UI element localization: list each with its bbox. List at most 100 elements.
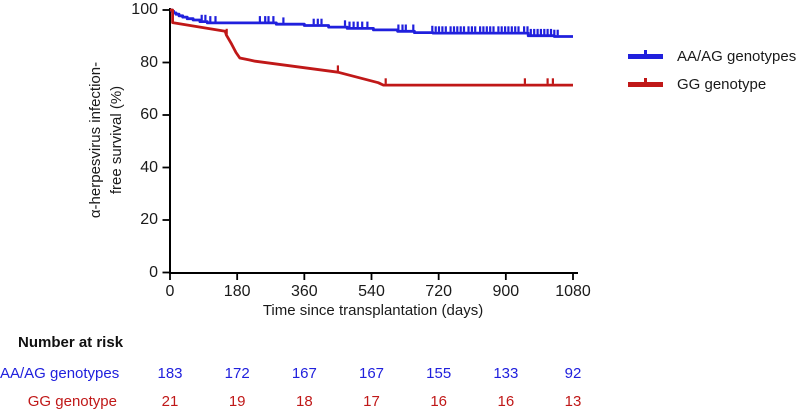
censor-tick — [361, 21, 364, 28]
censor-tick — [549, 28, 553, 35]
censor-tick — [539, 28, 542, 35]
legend-line-marker-red — [628, 77, 663, 87]
risk-table-header: Number at risk — [18, 334, 124, 351]
censor-tick — [352, 21, 355, 28]
censor-tick — [312, 18, 315, 25]
legend-item-gg: GG genotype — [628, 75, 767, 93]
censor-tick — [510, 26, 513, 32]
censor-tick — [553, 29, 556, 36]
censor-tick — [282, 17, 285, 23]
censor-tick — [356, 21, 359, 28]
censor-tick — [272, 16, 275, 22]
y-axis-title: α-herpesvirus infection- free survival (… — [85, 62, 127, 218]
censor-tick — [546, 28, 549, 35]
censor-tick — [556, 29, 559, 36]
censor-tick — [225, 28, 228, 35]
censor-tick — [504, 26, 507, 32]
censor-tick — [320, 18, 323, 25]
risk-row-label-aa-ag: AA/AG genotypes — [0, 365, 120, 382]
risk-count: 155 — [426, 365, 452, 382]
censor-tick — [529, 28, 532, 35]
censor-tick — [404, 24, 407, 31]
censor-tick — [470, 26, 473, 32]
censor-tick — [258, 16, 261, 22]
censor-tick — [441, 26, 444, 32]
censor-tick — [474, 26, 477, 32]
censor-tick — [543, 28, 546, 35]
risk-count: 16 — [497, 393, 515, 410]
risk-count: 17 — [363, 393, 380, 410]
x-tick-label: 0 — [165, 283, 175, 300]
censor-tick — [467, 26, 470, 32]
x-tick-label: 180 — [223, 283, 251, 300]
censor-tick — [507, 26, 510, 32]
censor-tick — [459, 26, 462, 32]
censor-tick — [517, 26, 520, 32]
censor-tick — [526, 26, 529, 32]
risk-count: 92 — [564, 365, 582, 382]
censor-tick — [412, 24, 415, 31]
y-axis-title-line1: α-herpesvirus infection- — [87, 61, 104, 219]
censor-tick — [209, 16, 212, 22]
risk-count: 13 — [564, 393, 582, 410]
censor-tick — [434, 26, 437, 32]
censor-tick-icon — [644, 77, 647, 83]
censor-tick — [546, 78, 549, 84]
censor-tick — [204, 14, 207, 21]
censor-tick — [316, 18, 319, 25]
risk-count: 18 — [295, 393, 313, 410]
censor-tick — [482, 26, 485, 32]
y-tick-label: 80 — [140, 53, 158, 71]
curve-aa-ag-genotypes — [170, 8, 573, 38]
x-tick-label: 360 — [290, 283, 318, 300]
censor-tick — [366, 21, 369, 28]
curve-gg-genotype — [170, 8, 573, 87]
censor-tick — [514, 26, 517, 32]
censor-tick — [384, 78, 387, 84]
censor-tick — [479, 26, 482, 32]
x-tick-label: 1080 — [555, 283, 591, 300]
legend-item-aa-ag: AA/AG genotypes — [628, 47, 797, 65]
censor-tick — [444, 26, 447, 32]
censor-tick-icon — [644, 49, 647, 55]
censor-tick — [437, 26, 441, 32]
censor-tick — [431, 25, 434, 32]
censor-tick — [523, 78, 526, 84]
risk-count: 183 — [157, 365, 183, 382]
censor-tick — [214, 16, 217, 22]
y-axis-title-line2: free survival (%) — [108, 85, 125, 195]
censor-tick — [536, 28, 539, 35]
censor-tick — [497, 26, 500, 32]
y-tick-label: 100 — [131, 1, 158, 18]
y-tick-label: 60 — [140, 106, 158, 123]
risk-row-label-gg: GG genotype — [27, 393, 117, 410]
censor-tick — [401, 24, 404, 31]
censor-tick — [397, 24, 400, 31]
x-tick-label: 540 — [358, 283, 385, 300]
legend-line-marker-blue — [628, 49, 663, 59]
censor-tick — [200, 14, 203, 21]
censor-tick — [485, 26, 488, 32]
legend-label-aa-ag: AA/AG genotypes — [677, 47, 797, 65]
censor-tick — [492, 26, 495, 32]
y-tick-label: 0 — [149, 263, 158, 281]
risk-count: 21 — [161, 393, 179, 410]
censor-tick — [348, 21, 351, 28]
x-tick-label: 900 — [492, 283, 520, 300]
legend-label-gg: GG genotype — [677, 75, 767, 93]
risk-count: 172 — [224, 365, 250, 382]
risk-count: 167 — [358, 365, 385, 382]
censor-tick — [462, 26, 466, 32]
risk-count: 133 — [493, 365, 519, 382]
censor-tick — [456, 26, 459, 32]
y-tick-label: 20 — [140, 211, 158, 228]
censor-tick — [343, 20, 347, 26]
censor-tick — [523, 26, 526, 32]
risk-count: 19 — [228, 393, 246, 410]
censor-tick — [449, 26, 452, 32]
risk-count: 167 — [291, 365, 317, 382]
x-axis-title: Time since transplantation (days) — [262, 302, 484, 319]
censor-tick — [267, 16, 270, 22]
